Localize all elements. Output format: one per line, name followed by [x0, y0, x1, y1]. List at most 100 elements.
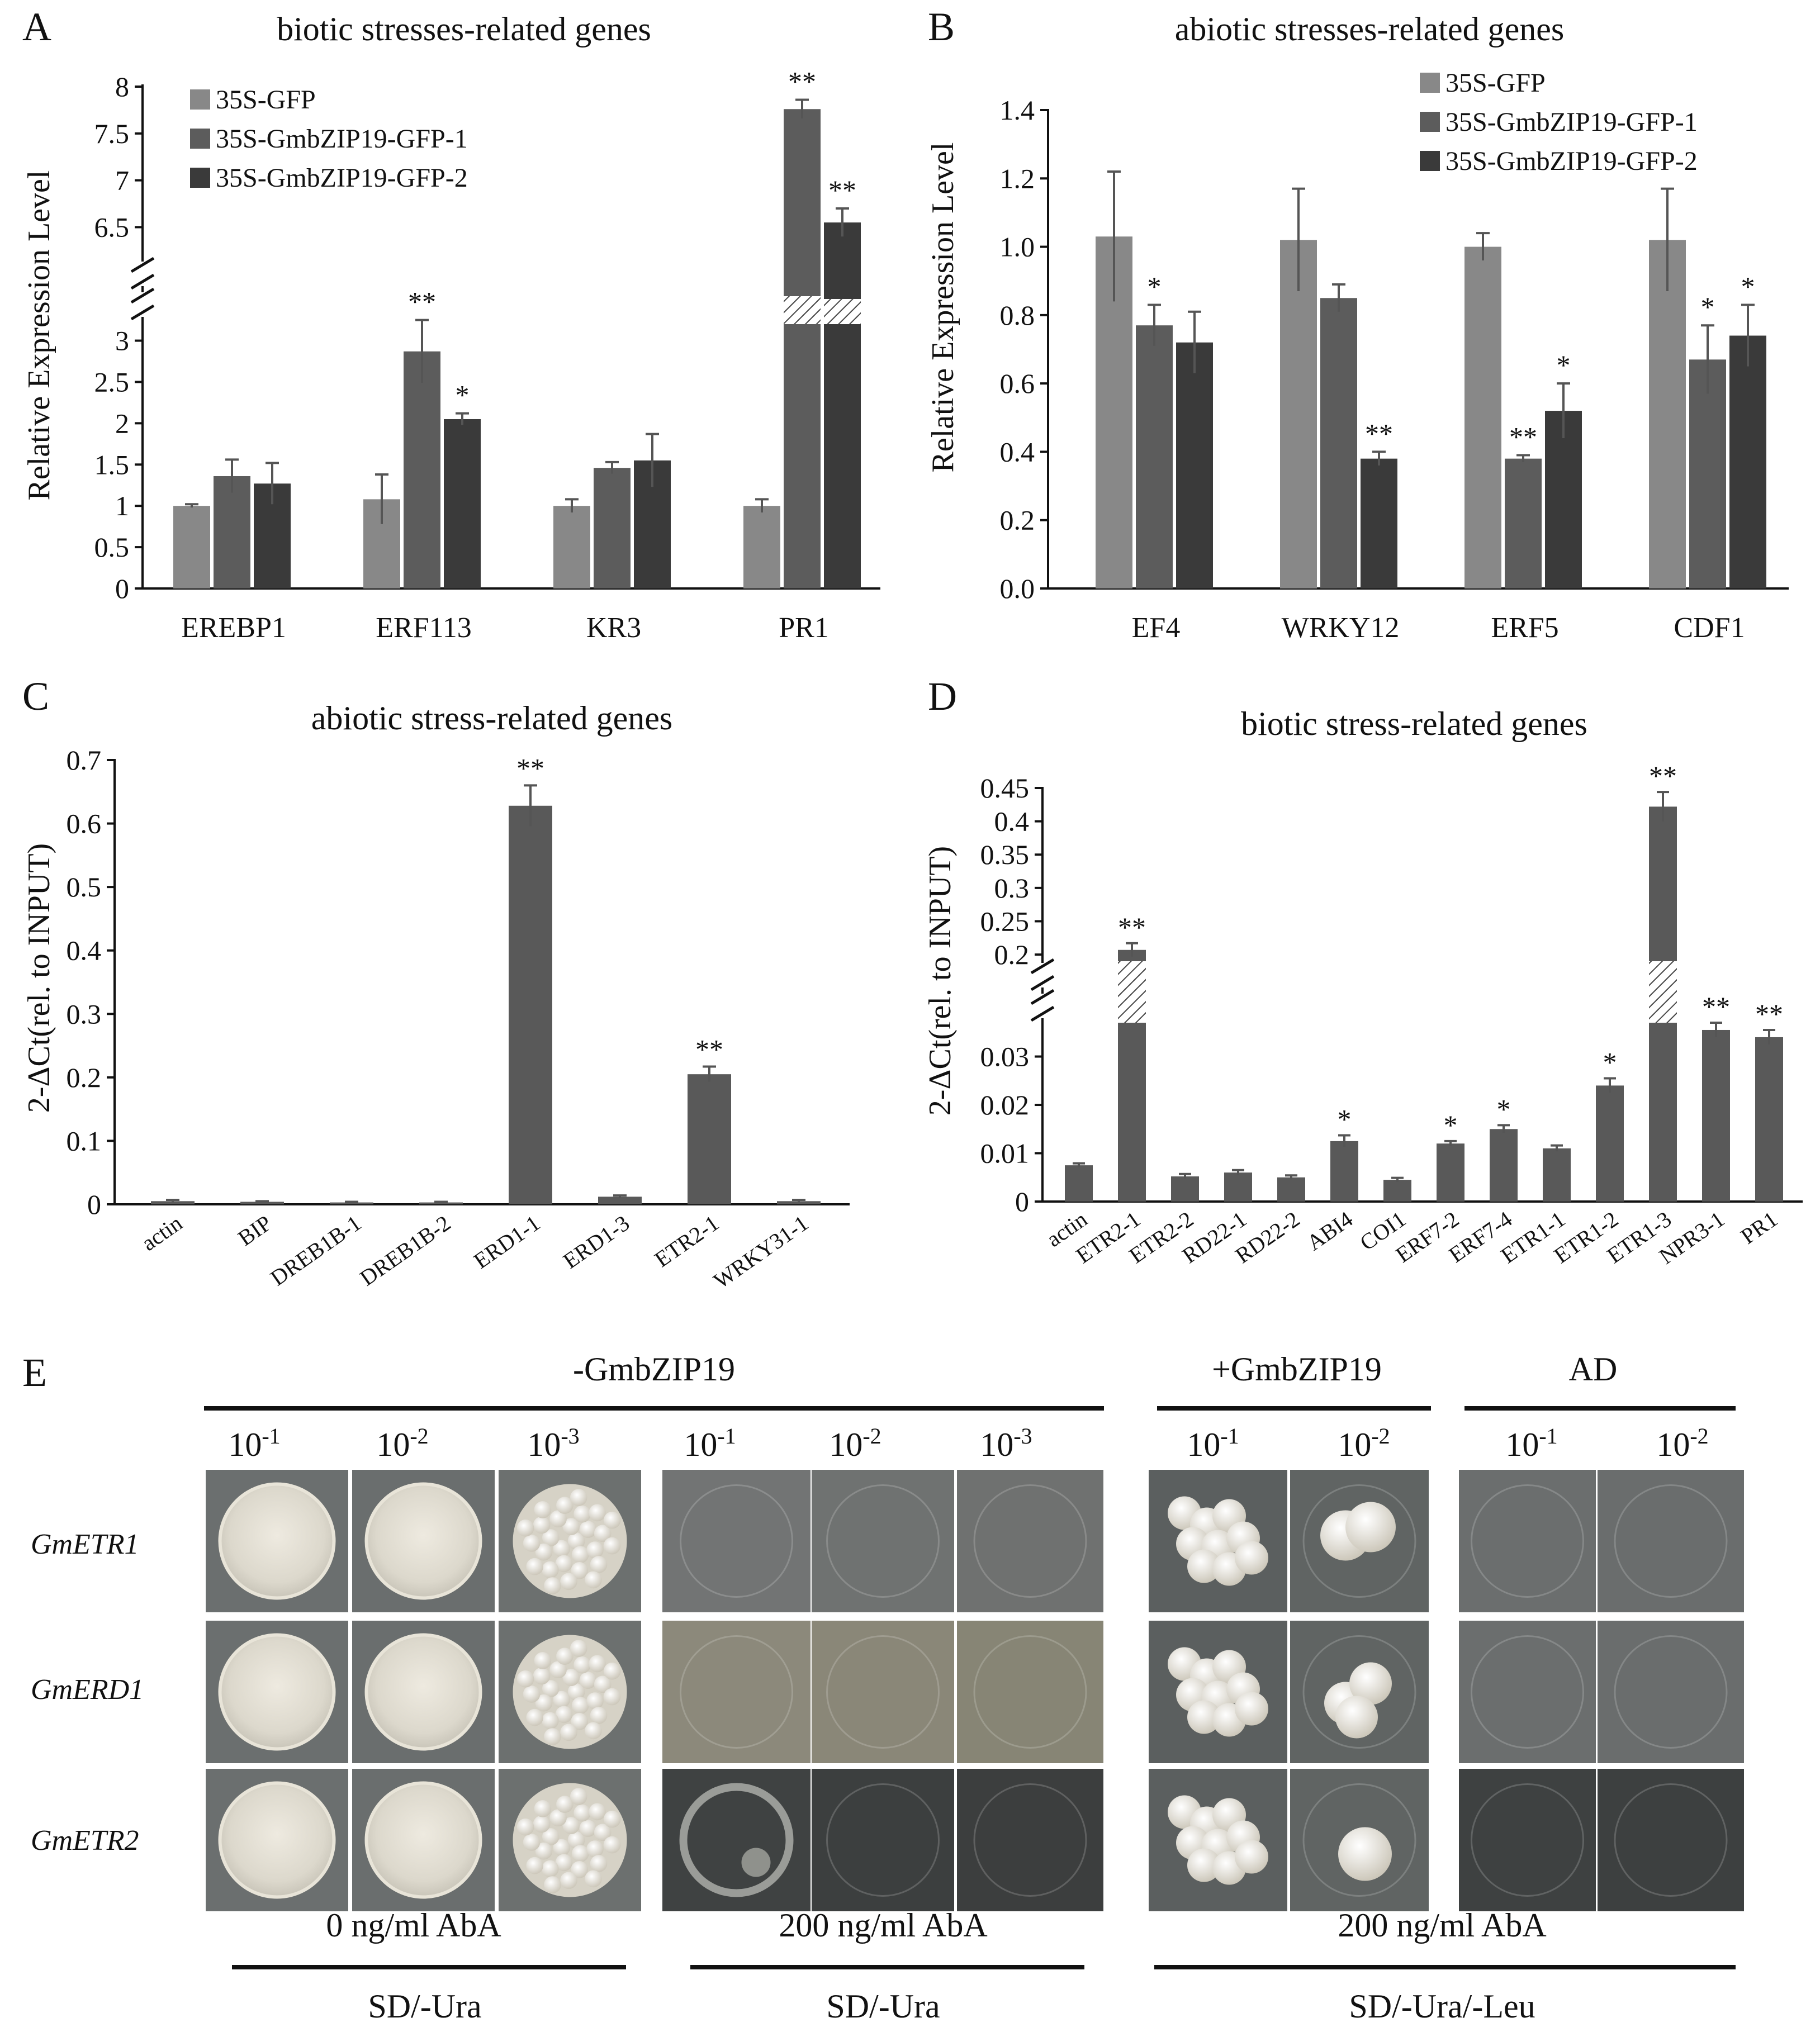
- bar: [1437, 1143, 1464, 1202]
- colony-spot-empty: [1302, 1783, 1416, 1897]
- significance-star: *: [1338, 1104, 1352, 1135]
- medium-label-2: SD/-Ura: [826, 1988, 940, 2025]
- yeast-colony-clump: [542, 1860, 559, 1878]
- bar: [553, 506, 590, 588]
- yeast-colony-clump: [549, 1510, 567, 1528]
- colony-spot-empty: [680, 1635, 793, 1749]
- yeast-colony-clump: [1235, 1541, 1268, 1575]
- plate-cell: [1598, 1470, 1744, 1612]
- chart-d: biotic stress-related genes 2-ΔCt(rel. to…: [923, 705, 1803, 1269]
- yeast-plates: [206, 1470, 1744, 1911]
- plate-cell: [812, 1621, 954, 1763]
- yeast-colony-clump: [574, 1505, 591, 1523]
- yeast-colony-clump: [516, 1670, 534, 1688]
- y-tick-label: 0.2: [1000, 505, 1035, 536]
- yeast-colony-clump: [534, 1652, 552, 1669]
- y-tick-label: 0.4: [1000, 436, 1035, 467]
- chart-c: abiotic stress-related genes 2-ΔCt(rel. t…: [22, 700, 850, 1294]
- y-tick-label: 0.7: [67, 744, 102, 776]
- bar: [1543, 1148, 1571, 1202]
- yeast-colony-clump: [589, 1655, 606, 1673]
- dilution-label: 10-2: [1656, 1423, 1708, 1463]
- yeast-colony-clump: [523, 1834, 541, 1851]
- yeast-colony-clump: [589, 1803, 606, 1821]
- x-category-label: ABI4: [1302, 1207, 1358, 1256]
- dilution-labels: 10-1 10-2 10-3 10-1 10-2 10-3 10-1 10-2 …: [228, 1423, 1708, 1463]
- bar: [1596, 1085, 1624, 1202]
- yeast-colony-clump: [570, 1640, 587, 1657]
- legend-swatch: [190, 129, 210, 149]
- axis-break-mark: [130, 257, 155, 273]
- chart-title: biotic stress-related genes: [1241, 705, 1587, 742]
- x-category-label: WRKY31-1: [709, 1210, 813, 1294]
- y-tick-label: 0.4: [994, 806, 1030, 837]
- y-tick-label: 7.5: [94, 118, 130, 149]
- bar: [784, 324, 821, 588]
- yeast-colony-clump: [555, 1555, 573, 1573]
- yeast-colony-clump: [1338, 1827, 1392, 1881]
- yeast-colony-clump: [533, 1815, 551, 1833]
- group-label-ad: AD: [1569, 1351, 1618, 1388]
- yeast-colony: [364, 1633, 482, 1751]
- dilution-label: 10-1: [228, 1423, 280, 1463]
- bar: [1320, 298, 1357, 588]
- yeast-colony-clump: [516, 1519, 534, 1537]
- legend-swatch: [190, 89, 210, 110]
- yeast-colony: [364, 1482, 482, 1600]
- dilution-label: 10-1: [684, 1423, 736, 1463]
- y-tick-label: 2: [115, 407, 129, 439]
- yeast-colony-clump: [534, 1800, 552, 1817]
- bar: [1136, 325, 1173, 588]
- bar: [688, 1074, 731, 1204]
- aba-label-200: 200 ng/ml AbA: [779, 1907, 987, 1944]
- yeast-colony-clump: [1345, 1502, 1396, 1553]
- bar: [1490, 1129, 1518, 1202]
- aba-label-0: 0 ng/ml AbA: [326, 1907, 501, 1944]
- axis-break-mark: [1030, 1005, 1055, 1022]
- colony-spot-empty: [826, 1635, 940, 1749]
- plate-cell: [1459, 1621, 1596, 1763]
- x-category-label: ERF113: [376, 612, 471, 644]
- significance-star: *: [1497, 1093, 1511, 1124]
- x-category-label: ERD1-1: [469, 1210, 544, 1274]
- x-category-label: PR1: [779, 612, 829, 644]
- legend-swatch: [1420, 73, 1440, 93]
- yeast-colony-clump: [542, 1828, 560, 1845]
- group-label-plus: +GmbZIP19: [1212, 1351, 1382, 1388]
- bar: [173, 506, 210, 588]
- yeast-colony-clump: [1235, 1840, 1268, 1874]
- yeast-colony-clump: [535, 1842, 553, 1860]
- gene-label-etr2: GmETR2: [31, 1825, 139, 1857]
- significance-star: **: [828, 174, 856, 206]
- significance-star: *: [456, 379, 470, 411]
- x-category-label: EF4: [1132, 612, 1181, 644]
- dilution-label: 10-3: [980, 1423, 1032, 1463]
- significance-star: **: [1649, 760, 1677, 791]
- plate-cell: [1459, 1470, 1596, 1612]
- yeast-colony: [218, 1781, 336, 1899]
- bar: [743, 506, 780, 588]
- yeast-colony-clump: [549, 1809, 567, 1827]
- y-tick-label: 3: [115, 325, 129, 357]
- yeast-colony-clump: [567, 1532, 585, 1550]
- y-tick-label: 1.0: [1000, 231, 1035, 263]
- yeast-colony-clump: [571, 1845, 589, 1863]
- bar: [784, 109, 821, 296]
- yeast-colony-clump: [544, 1876, 561, 1893]
- colony-spot-empty: [973, 1635, 1087, 1749]
- colony-spot-empty: [1302, 1635, 1416, 1749]
- significance-star: *: [1148, 271, 1162, 302]
- yeast-colony-clump: [586, 1541, 604, 1559]
- axis-break-mark: [1030, 975, 1055, 991]
- yeast-colony-clump: [535, 1694, 553, 1712]
- bar: [214, 476, 250, 588]
- chart-title: abiotic stresses-related genes: [1175, 11, 1564, 48]
- y-tick-label: 0.03: [980, 1041, 1030, 1072]
- yeast-colony-clump: [571, 1861, 588, 1878]
- y-tick-label: 0.0: [1000, 573, 1035, 604]
- axis-break-mark: [130, 287, 155, 304]
- yeast-colony-clump: [589, 1504, 606, 1522]
- dilution-label: 10-2: [829, 1423, 881, 1463]
- y-tick-label: 1: [115, 490, 129, 521]
- plate-cell: [957, 1470, 1103, 1612]
